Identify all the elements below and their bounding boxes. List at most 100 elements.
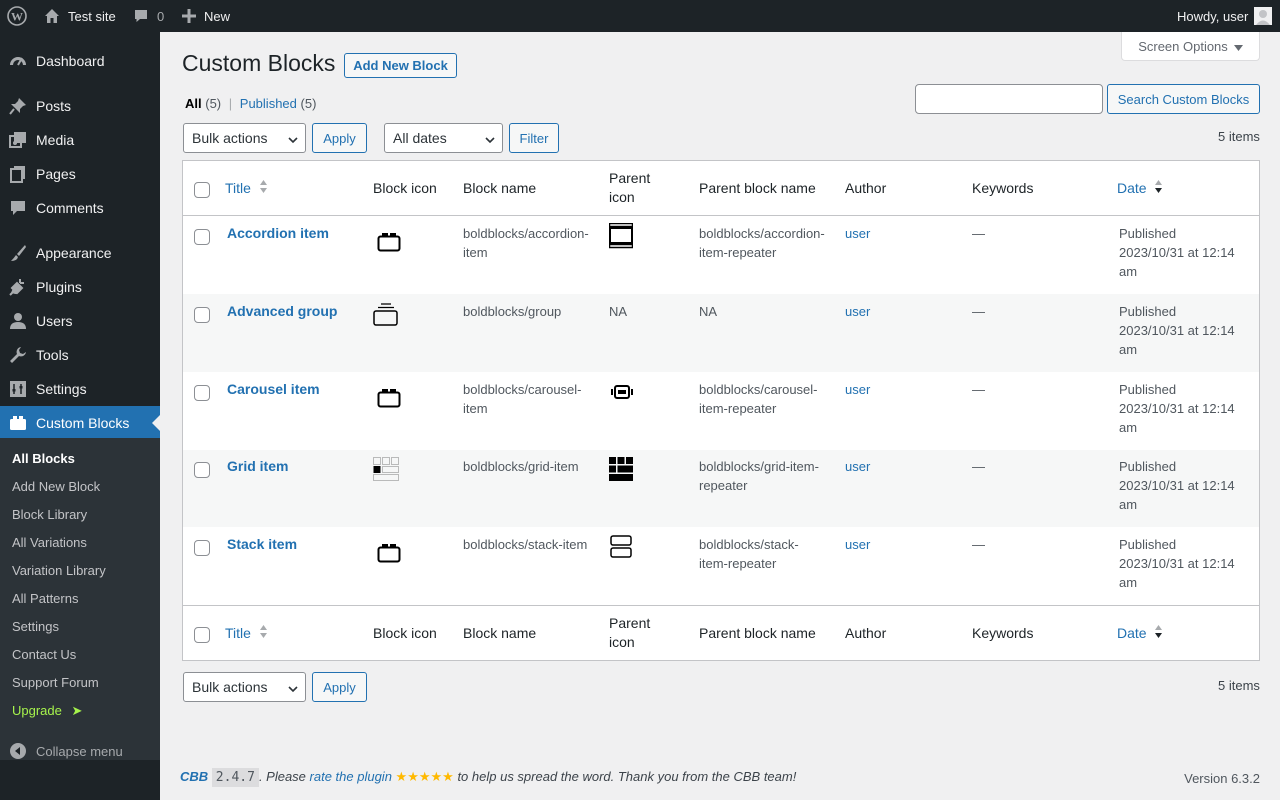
wordpress-logo[interactable]: W [7,0,27,32]
column-date-sort[interactable]: Date [1117,624,1163,644]
row-keywords: — [972,226,985,241]
column-date-sort[interactable]: Date [1117,179,1163,199]
submenu-add-new-block[interactable]: Add New Block [12,479,101,494]
media-icon [0,131,36,149]
row-checkbox[interactable] [194,385,210,401]
date-value: am [1119,420,1138,435]
row-checkbox[interactable] [194,462,210,478]
comments-link[interactable]: 0 [133,0,164,32]
submenu-all-patterns[interactable]: All Patterns [12,591,79,606]
site-name-link[interactable]: Test site [44,0,116,32]
row-checkbox[interactable] [194,307,210,323]
carousel-repeater-icon [611,385,633,402]
row-author-link[interactable]: user [845,459,871,474]
search-custom-blocks-button[interactable]: Search Custom Blocks [1107,84,1260,114]
submenu-all-blocks[interactable]: All Blocks [12,451,75,466]
sidebar-item-tools[interactable]: Tools [0,338,160,372]
table-row: Carousel item boldblocks/carousel- item … [183,372,1259,450]
my-account-link[interactable]: Howdy, user [1177,0,1273,32]
date-filter-select[interactable]: All dates [384,123,503,153]
add-new-block-button[interactable]: Add New Block [344,53,457,78]
block-icon [377,388,401,411]
sidebar-item-settings[interactable]: Settings [0,372,160,406]
plug-icon [0,278,36,296]
page-title: Custom Blocks [182,50,336,76]
rate-plugin-link[interactable]: rate the plugin [309,769,392,784]
sidebar-item-appearance[interactable]: Appearance [0,236,160,270]
bulk-actions-select[interactable]: Bulk actions [183,123,306,153]
row-parent-icon-text: NA [609,304,628,319]
collapse-icon [0,743,36,759]
column-title-sort[interactable]: Title [225,179,268,199]
row-title-link[interactable]: Carousel item [227,381,320,397]
sidebar-item-comments[interactable]: Comments [0,191,160,225]
sidebar-item-users[interactable]: Users [0,304,160,338]
search-input[interactable] [915,84,1103,114]
row-title-link[interactable]: Stack item [227,536,298,552]
column-parent-block-name: Parent block name [699,625,816,641]
wordpress-icon: W [7,6,27,26]
new-content-link[interactable]: New [182,0,230,32]
table-footer: Title Block icon Block name Parent icon … [183,605,1259,660]
apply-button-bottom[interactable]: Apply [312,672,367,702]
row-checkbox[interactable] [194,229,210,245]
submenu-contact-us[interactable]: Contact Us [12,647,77,662]
submenu-settings[interactable]: Settings [12,619,59,634]
filter-separator: | [228,96,233,111]
parent-name-line: item-repeater [699,245,777,260]
apply-button[interactable]: Apply [312,123,367,153]
date-value: am [1119,575,1138,590]
column-block-icon: Block icon [373,625,437,641]
sidebar-item-media[interactable]: Media [0,123,160,157]
column-title-label: Title [225,180,251,196]
bulk-actions-select-bottom[interactable]: Bulk actions [183,672,306,702]
table-row: Accordion item boldblocks/accordion- ite… [183,216,1259,294]
sidebar-item-plugins[interactable]: Plugins [0,270,160,304]
sort-desc-icon [1154,179,1163,199]
sidebar-item-label: Tools [36,347,69,363]
row-author-link[interactable]: user [845,226,871,241]
footer-text: to help us spread the word. Thank you fr… [453,769,797,784]
submenu-variation-library[interactable]: Variation Library [12,563,106,578]
row-author-link[interactable]: user [845,537,871,552]
row-keywords: — [972,382,985,397]
submenu-all-variations[interactable]: All Variations [12,535,87,550]
row-keywords: — [972,459,985,474]
filter-all-link[interactable]: All (5) [185,96,221,111]
filter-published-link[interactable]: Published (5) [240,96,317,111]
column-title-sort[interactable]: Title [225,624,268,644]
row-checkbox[interactable] [194,540,210,556]
screen-options-button[interactable]: Screen Options [1121,32,1260,61]
row-title-link[interactable]: Accordion item [227,225,329,241]
sidebar-item-dashboard[interactable]: Dashboard [0,44,160,78]
row-title-link[interactable]: Grid item [227,458,289,474]
chevron-down-icon [287,682,299,698]
submenu-upgrade[interactable]: Upgrade ➤ [0,697,160,725]
collapse-menu-button[interactable]: Collapse menu [0,736,160,766]
row-title-link[interactable]: Advanced group [227,303,338,319]
sidebar-item-label: Custom Blocks [36,415,130,431]
row-block-name: boldblocks/group [463,302,561,321]
accordion-repeater-icon [608,222,634,252]
filter-button[interactable]: Filter [509,123,559,153]
date-status: Published [1119,459,1177,474]
submenu-support-forum[interactable]: Support Forum [12,675,99,690]
submenu-block-library[interactable]: Block Library [12,507,88,522]
select-all-checkbox[interactable] [194,182,210,198]
row-author-link[interactable]: user [845,382,871,397]
sidebar-item-custom-blocks[interactable]: Custom Blocks [0,406,160,440]
home-icon [44,8,60,24]
date-value: 2023/10/31 at 12:14 [1119,478,1235,493]
chevron-down-icon [484,133,496,149]
sidebar-item-posts[interactable]: Posts [0,89,160,123]
select-all-checkbox-footer[interactable] [194,627,210,643]
cbb-link[interactable]: CBB [180,769,209,784]
sidebar-item-pages[interactable]: Pages [0,157,160,191]
block-name-line: boldblocks/grid-item [463,459,579,474]
column-parent-icon-line-1: Parent [609,615,651,631]
parent-name-line: boldblocks/carousel- [699,382,818,397]
column-title-label: Title [225,625,251,641]
row-author-link[interactable]: user [845,304,871,319]
date-status: Published [1119,537,1177,552]
filter-published-count: (5) [300,96,317,111]
